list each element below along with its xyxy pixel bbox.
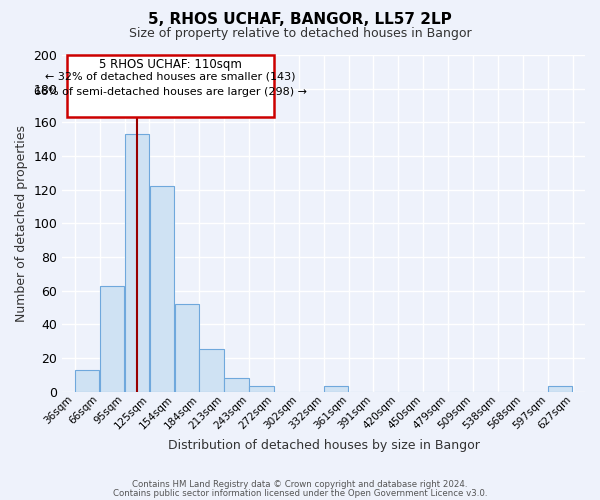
Bar: [249, 386, 274, 392]
Bar: [149, 186, 174, 392]
Bar: [75, 370, 100, 392]
Bar: [100, 286, 124, 392]
Y-axis label: Number of detached properties: Number of detached properties: [15, 125, 28, 322]
Bar: [125, 134, 149, 392]
Bar: [324, 386, 348, 392]
X-axis label: Distribution of detached houses by size in Bangor: Distribution of detached houses by size …: [168, 440, 479, 452]
Text: Contains public sector information licensed under the Open Government Licence v3: Contains public sector information licen…: [113, 488, 487, 498]
Text: 5 RHOS UCHAF: 110sqm: 5 RHOS UCHAF: 110sqm: [99, 58, 242, 71]
Text: Size of property relative to detached houses in Bangor: Size of property relative to detached ho…: [128, 28, 472, 40]
Bar: [548, 386, 572, 392]
Bar: [224, 378, 249, 392]
Bar: [175, 304, 199, 392]
Text: 66% of semi-detached houses are larger (298) →: 66% of semi-detached houses are larger (…: [34, 87, 307, 97]
Bar: [67, 55, 274, 118]
Bar: [199, 350, 224, 392]
Text: Contains HM Land Registry data © Crown copyright and database right 2024.: Contains HM Land Registry data © Crown c…: [132, 480, 468, 489]
Text: 5, RHOS UCHAF, BANGOR, LL57 2LP: 5, RHOS UCHAF, BANGOR, LL57 2LP: [148, 12, 452, 28]
Text: ← 32% of detached houses are smaller (143): ← 32% of detached houses are smaller (14…: [46, 72, 296, 82]
